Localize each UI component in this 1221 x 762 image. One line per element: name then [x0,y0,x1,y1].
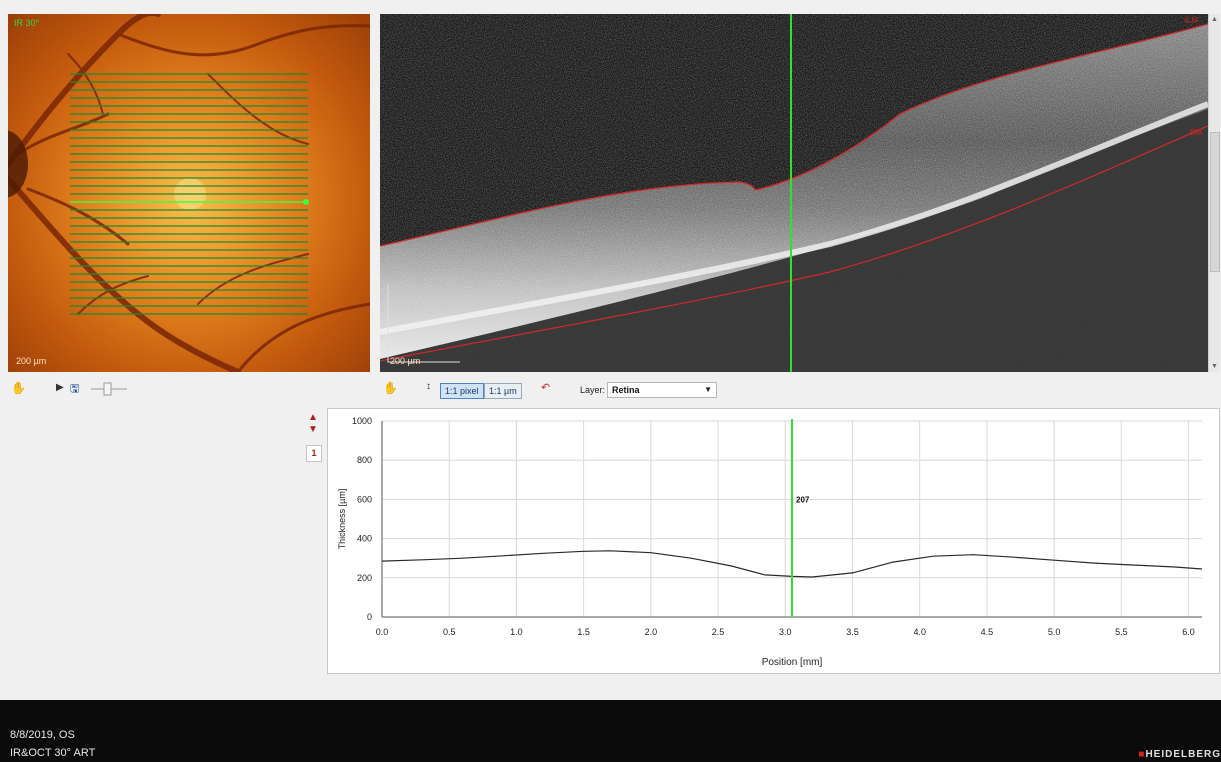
oct-scrollbar[interactable]: ▲ ▼ [1208,14,1220,372]
brand-text: HEIDELBERG [1145,749,1221,760]
dropdown-arrow-icon: ▼ [704,385,712,394]
y-tick-label: 400 [357,534,372,544]
brand-mark-icon: ■ [1138,749,1146,760]
layer-index-box[interactable]: 1 [306,445,322,462]
oct-image [380,14,1208,372]
x-tick-label: 3.0 [779,627,792,637]
cursor-value-label: 207 [796,495,810,504]
fundus-image[interactable]: IR 30° 200 µm [8,14,370,372]
x-tick-label: 2.0 [645,627,658,637]
x-tick-label: 0.0 [376,627,389,637]
x-tick-label: 2.5 [712,627,725,637]
layer-value: Retina [612,385,640,395]
oct-scale-label: 200 µm [390,356,421,366]
y-axis-label: Thickness [µm] [337,489,347,550]
y-tick-label: 200 [357,573,372,583]
vertical-zoom-icon[interactable]: ↕ [426,381,431,392]
scroll-up-icon[interactable]: ▲ [1211,16,1218,23]
ratio-pixel-button[interactable]: 1:1 pixel [440,383,484,399]
scroll-thumb[interactable] [1210,132,1220,272]
x-tick-label: 5.5 [1115,627,1128,637]
oct-hand-icon[interactable]: ✋ [383,381,398,395]
x-axis-label: Position [mm] [762,657,823,668]
y-tick-label: 600 [357,494,372,504]
brand-logo: ■HEIDELBERG [1138,749,1221,760]
layer-select[interactable]: Retina ▼ [607,382,717,398]
scroll-down-icon[interactable]: ▼ [1211,363,1218,370]
ratio-um-button[interactable]: 1:1 µm [484,383,522,399]
slider-icon[interactable] [89,381,129,397]
hand-icon[interactable]: ✋ [11,381,26,395]
x-tick-label: 4.0 [913,627,926,637]
fundus-scale-label: 200 µm [16,356,47,366]
x-tick-label: 4.5 [981,627,994,637]
x-tick-label: 1.0 [510,627,523,637]
chart-svg: 0.0 0.5 1.0 1.5 2.0 2.5 3.0 3.5 4.0 4.5 5.0 5.5 6.0 0… [337,416,1203,668]
fundus-label: IR 30° [14,18,40,28]
layer-up-icon[interactable]: ▲ [308,412,318,423]
save-icon[interactable]: 🖫 [70,383,80,395]
y-tick-label: 0 [367,612,372,622]
y-tick-label: 1000 [352,416,372,426]
exam-modality: IR&OCT 30° ART [10,747,96,759]
oct-bscan[interactable]: ILM BM 200 µm [380,14,1208,372]
x-tick-label: 5.0 [1048,627,1061,637]
layer-edit-icon[interactable]: ↶ [541,382,551,394]
x-tick-label: 6.0 [1182,627,1195,637]
x-tick-label: 1.5 [577,627,590,637]
scan-direction-marker [303,199,309,205]
footer-bar: 8/8/2019, OS IR&OCT 30° ART ■HEIDELBERG [0,700,1221,762]
scan-lines [70,73,309,315]
ilm-tag: ILM [1184,16,1198,25]
layer-down-icon[interactable]: ▼ [308,424,318,435]
bm-tag: BM [1190,128,1202,137]
thickness-chart: 0.0 0.5 1.0 1.5 2.0 2.5 3.0 3.5 4.0 4.5 5.0 5.5 6.0 0… [327,408,1220,674]
play-icon[interactable]: ▶ [56,382,64,393]
x-tick-label: 3.5 [846,627,859,637]
exam-date-eye: 8/8/2019, OS [10,729,75,741]
x-tick-label: 0.5 [443,627,456,637]
layer-label: Layer: [580,385,606,395]
y-tick-label: 800 [357,455,372,465]
